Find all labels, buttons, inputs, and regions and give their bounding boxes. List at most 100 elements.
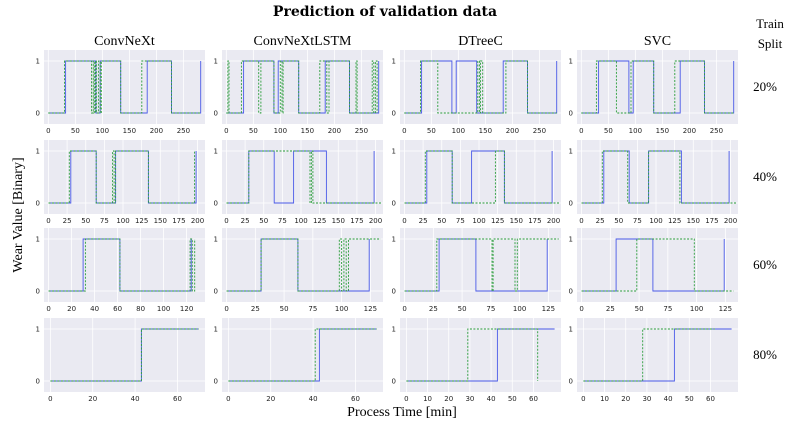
x-tick-label: 250 bbox=[355, 127, 368, 135]
panel: 0 25 50 75 100 125 150 175 200 0 1 bbox=[36, 140, 205, 225]
x-tick-label: 200 bbox=[369, 217, 382, 225]
x-tick-label: 50 bbox=[259, 217, 268, 225]
prediction-line bbox=[406, 328, 539, 382]
x-tick-label: 100 bbox=[96, 127, 109, 135]
prediction-line bbox=[50, 328, 199, 382]
x-tick-label: 40 bbox=[487, 395, 496, 403]
panel: 0 25 50 75 100 125 150 175 200 0 1 bbox=[214, 140, 383, 225]
x-tick-label: 125 bbox=[542, 305, 555, 313]
split-header-line2: Split bbox=[758, 36, 783, 51]
x-tick-label: 0 bbox=[581, 395, 585, 403]
x-tick-label: 0 bbox=[402, 127, 406, 135]
y-tick-label: 0 bbox=[392, 110, 396, 118]
y-tick-label: 0 bbox=[392, 378, 396, 386]
x-tick-label: 75 bbox=[633, 217, 642, 225]
x-tick-label: 50 bbox=[635, 305, 644, 313]
x-tick-label: 125 bbox=[364, 305, 377, 313]
x-tick-label: 0 bbox=[48, 395, 52, 403]
x-axis-label: Process Time [min] bbox=[347, 405, 457, 420]
panel: 0 25 50 75 100 125 150 175 200 0 1 bbox=[569, 140, 738, 225]
x-tick-label: 150 bbox=[123, 127, 136, 135]
panel: 0 50 100 150 200 250 0 1 bbox=[214, 50, 383, 135]
x-tick-label: 125 bbox=[313, 217, 326, 225]
y-tick-label: 1 bbox=[569, 326, 573, 334]
x-tick-label: 50 bbox=[71, 127, 80, 135]
x-tick-label: 175 bbox=[350, 217, 363, 225]
prediction-line bbox=[581, 150, 737, 204]
x-tick-label: 0 bbox=[226, 395, 230, 403]
x-tick-label: 200 bbox=[191, 217, 204, 225]
panel-background bbox=[400, 50, 561, 124]
panel-background bbox=[222, 228, 383, 302]
x-tick-label: 0 bbox=[402, 305, 406, 313]
panel: 0 25 50 75 100 125 0 1 bbox=[392, 228, 561, 313]
x-tick-label: 60 bbox=[351, 395, 360, 403]
x-tick-label: 250 bbox=[710, 127, 723, 135]
x-tick-label: 100 bbox=[649, 217, 662, 225]
y-tick-label: 0 bbox=[214, 110, 218, 118]
y-tick-label: 1 bbox=[569, 236, 573, 244]
x-tick-label: 100 bbox=[335, 305, 348, 313]
y-tick-label: 0 bbox=[36, 200, 40, 208]
panel-background bbox=[577, 50, 738, 124]
x-tick-label: 25 bbox=[251, 305, 260, 313]
x-tick-label: 60 bbox=[529, 395, 538, 403]
panel-background bbox=[44, 228, 205, 302]
x-tick-label: 20 bbox=[621, 395, 630, 403]
y-tick-label: 0 bbox=[569, 200, 573, 208]
y-tick-label: 0 bbox=[392, 200, 396, 208]
x-tick-label: 0 bbox=[224, 217, 228, 225]
column-title: ConvNeXt bbox=[94, 34, 155, 49]
x-tick-label: 25 bbox=[606, 305, 615, 313]
x-tick-label: 100 bbox=[629, 127, 642, 135]
x-tick-label: 10 bbox=[600, 395, 609, 403]
x-tick-label: 40 bbox=[309, 395, 318, 403]
prediction-line bbox=[583, 328, 715, 382]
x-tick-label: 50 bbox=[81, 217, 90, 225]
x-tick-label: 200 bbox=[547, 217, 560, 225]
x-tick-label: 50 bbox=[280, 305, 289, 313]
x-tick-label: 250 bbox=[177, 127, 190, 135]
x-tick-label: 50 bbox=[508, 395, 517, 403]
x-tick-label: 40 bbox=[664, 395, 673, 403]
y-tick-label: 1 bbox=[214, 148, 218, 156]
prediction-line bbox=[404, 238, 559, 292]
y-tick-label: 1 bbox=[392, 148, 396, 156]
x-tick-label: 175 bbox=[528, 217, 541, 225]
y-tick-label: 0 bbox=[214, 200, 218, 208]
x-tick-label: 20 bbox=[266, 395, 275, 403]
x-tick-label: 25 bbox=[429, 305, 438, 313]
x-tick-label: 75 bbox=[278, 217, 287, 225]
panel: 0 50 100 150 200 250 0 1 bbox=[36, 50, 205, 135]
row-label: 60% bbox=[753, 257, 777, 272]
y-tick-label: 1 bbox=[569, 148, 573, 156]
y-tick-label: 0 bbox=[569, 288, 573, 296]
x-tick-label: 150 bbox=[301, 127, 314, 135]
x-tick-label: 120 bbox=[180, 305, 193, 313]
panel-background bbox=[222, 318, 383, 392]
panel-background bbox=[577, 228, 738, 302]
column-title: ConvNeXtLSTM bbox=[254, 34, 353, 49]
x-tick-label: 100 bbox=[157, 305, 170, 313]
x-tick-label: 75 bbox=[308, 305, 317, 313]
y-tick-label: 0 bbox=[392, 288, 396, 296]
x-tick-label: 80 bbox=[136, 305, 145, 313]
prediction-line bbox=[581, 238, 734, 292]
y-tick-label: 0 bbox=[569, 378, 573, 386]
prediction-line bbox=[581, 60, 734, 114]
x-tick-label: 20 bbox=[444, 395, 453, 403]
x-tick-label: 50 bbox=[604, 127, 613, 135]
x-tick-label: 0 bbox=[224, 305, 228, 313]
x-tick-label: 125 bbox=[719, 305, 732, 313]
y-tick-label: 1 bbox=[392, 326, 396, 334]
x-tick-label: 100 bbox=[116, 217, 129, 225]
x-tick-label: 100 bbox=[513, 305, 526, 313]
panel: 0 25 50 75 100 125 0 1 bbox=[569, 228, 738, 313]
x-tick-label: 100 bbox=[294, 217, 307, 225]
x-tick-label: 60 bbox=[706, 395, 715, 403]
x-tick-label: 100 bbox=[274, 127, 287, 135]
panel: 0 20 40 60 0 1 bbox=[214, 318, 383, 403]
x-tick-label: 25 bbox=[63, 217, 72, 225]
x-tick-label: 30 bbox=[465, 395, 474, 403]
y-tick-label: 0 bbox=[214, 288, 218, 296]
